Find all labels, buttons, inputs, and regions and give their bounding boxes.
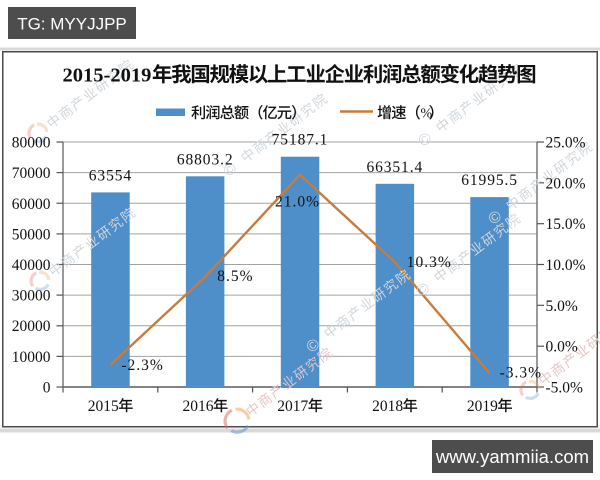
svg-text:-2.3%: -2.3% bbox=[121, 357, 163, 374]
svg-text:70000: 70000 bbox=[12, 165, 51, 182]
svg-text:60000: 60000 bbox=[12, 196, 51, 213]
svg-text:30000: 30000 bbox=[12, 288, 51, 305]
svg-text:8.5%: 8.5% bbox=[217, 268, 253, 285]
svg-text:0: 0 bbox=[43, 380, 51, 397]
svg-text:68803.2: 68803.2 bbox=[177, 151, 234, 168]
svg-text:2016: 2016 bbox=[183, 398, 214, 415]
svg-text:5.0%: 5.0% bbox=[546, 298, 578, 315]
svg-text:15.0%: 15.0% bbox=[546, 216, 586, 233]
svg-text:2015-2019: 2015-2019 bbox=[63, 65, 152, 87]
svg-text:TG: MYYJJPP: TG: MYYJJPP bbox=[17, 15, 127, 34]
svg-text:www.yammiia.com: www.yammiia.com bbox=[435, 446, 589, 467]
svg-text:2019: 2019 bbox=[467, 398, 498, 415]
svg-text:10.3%: 10.3% bbox=[407, 254, 452, 271]
svg-text:10.0%: 10.0% bbox=[546, 257, 586, 274]
svg-text:0.0%: 0.0% bbox=[546, 339, 578, 356]
svg-text:63554: 63554 bbox=[89, 167, 132, 184]
svg-text:50000: 50000 bbox=[12, 226, 51, 243]
svg-text:2018: 2018 bbox=[372, 398, 403, 415]
svg-text:75187.1: 75187.1 bbox=[272, 132, 329, 149]
svg-text:%: % bbox=[421, 107, 433, 122]
svg-text:20000: 20000 bbox=[12, 318, 51, 335]
svg-text:-3.3%: -3.3% bbox=[500, 365, 542, 382]
svg-text:66351.4: 66351.4 bbox=[366, 159, 423, 176]
svg-text:25.0%: 25.0% bbox=[546, 135, 586, 152]
svg-text:21.0%: 21.0% bbox=[275, 194, 320, 211]
svg-text:20.0%: 20.0% bbox=[546, 175, 586, 192]
svg-text:10000: 10000 bbox=[12, 349, 51, 366]
svg-text:2017: 2017 bbox=[277, 398, 308, 415]
svg-text:-5.0%: -5.0% bbox=[546, 380, 584, 397]
svg-text:40000: 40000 bbox=[12, 257, 51, 274]
svg-text:61995.5: 61995.5 bbox=[461, 172, 518, 189]
svg-text:80000: 80000 bbox=[12, 135, 51, 152]
svg-text:2015: 2015 bbox=[88, 398, 119, 415]
